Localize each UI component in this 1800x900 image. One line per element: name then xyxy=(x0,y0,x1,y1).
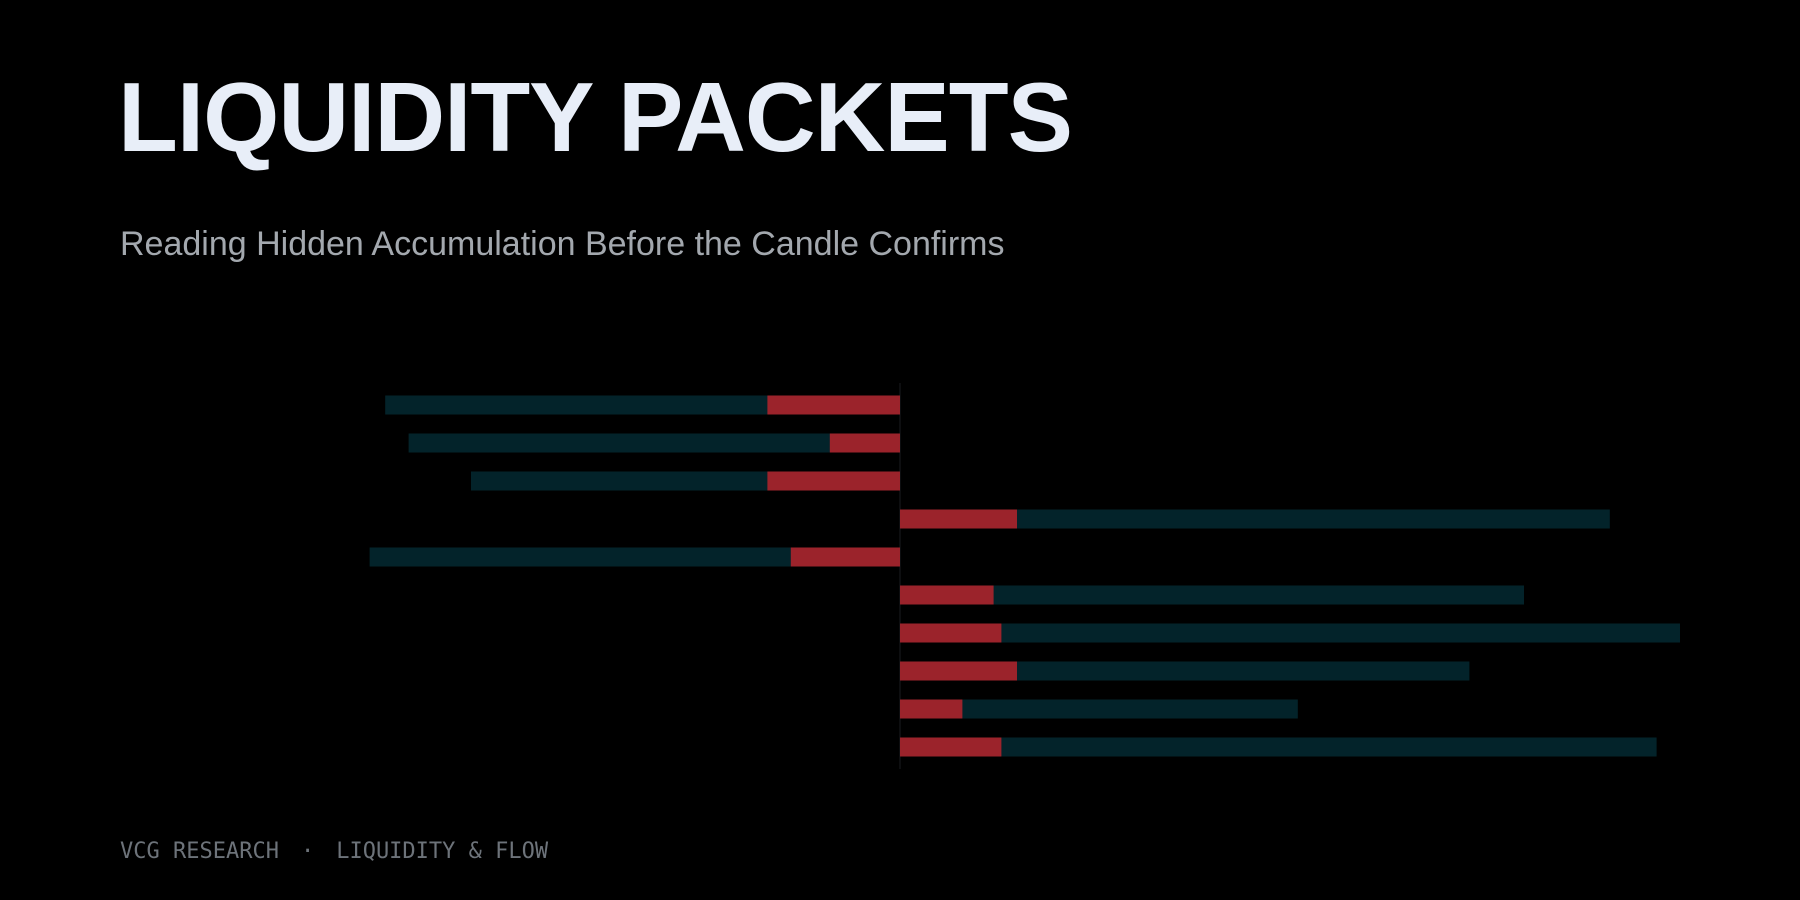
passive-bar-9 xyxy=(900,699,1298,719)
page-subtitle: Reading Hidden Accumulation Before the C… xyxy=(120,225,1005,263)
aggressive-bar-9 xyxy=(900,699,963,719)
passive-bar-2 xyxy=(408,433,900,453)
packet-row-3 xyxy=(471,471,900,491)
aggressive-bar-1 xyxy=(767,395,900,415)
footer: VCG RESEARCH · LIQUIDITY & FLOW xyxy=(120,839,548,865)
aggressive-bar-4 xyxy=(900,509,1017,529)
packet-row-7 xyxy=(900,623,1680,643)
aggressive-bar-5 xyxy=(790,547,900,567)
packet-row-10 xyxy=(900,737,1657,757)
packet-row-6 xyxy=(900,585,1524,605)
aggressive-bar-8 xyxy=(900,661,1017,681)
passive-bar-10 xyxy=(900,737,1657,757)
passive-bar-5 xyxy=(369,547,901,567)
packet-row-9 xyxy=(900,699,1298,719)
passive-bar-7 xyxy=(900,623,1680,643)
passive-bar-8 xyxy=(900,661,1470,681)
packet-row-4 xyxy=(900,509,1610,529)
footer-org: VCG RESEARCH xyxy=(120,839,279,864)
passive-bar-6 xyxy=(900,585,1524,605)
aggressive-bar-3 xyxy=(767,471,900,491)
aggressive-bar-2 xyxy=(829,433,900,453)
packet-row-5 xyxy=(369,547,901,567)
aggressive-bar-6 xyxy=(900,585,994,605)
packet-row-1 xyxy=(385,395,900,415)
packet-row-8 xyxy=(900,661,1470,681)
packet-row-2 xyxy=(408,433,900,453)
passive-bar-4 xyxy=(900,509,1610,529)
page-title: LIQUIDITY PACKETS xyxy=(118,62,1073,172)
footer-separator: · xyxy=(300,839,315,864)
aggressive-bar-10 xyxy=(900,737,1002,757)
aggressive-bar-7 xyxy=(900,623,1002,643)
footer-section: LIQUIDITY & FLOW xyxy=(336,839,549,864)
